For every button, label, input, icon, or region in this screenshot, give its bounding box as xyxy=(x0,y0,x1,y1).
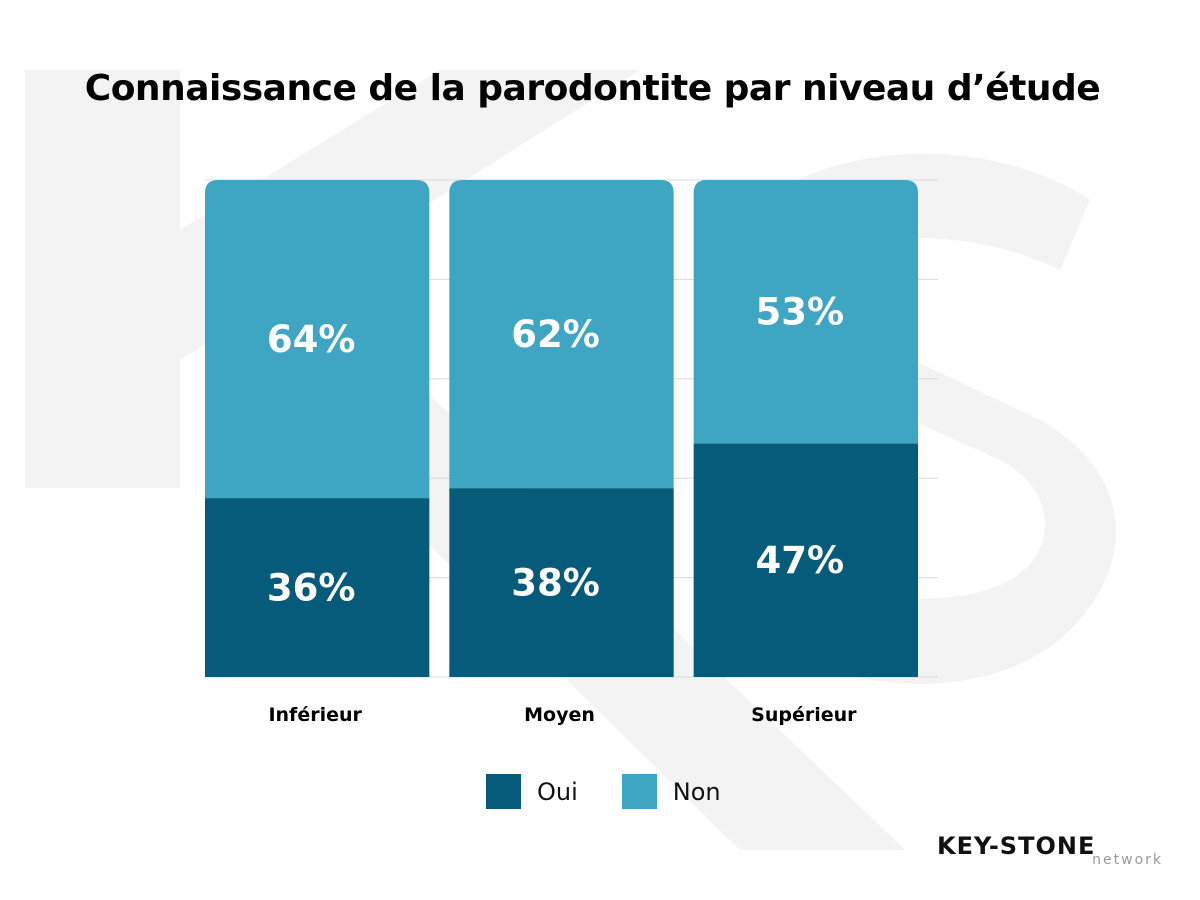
data-label-oui-0: 36% xyxy=(267,567,356,610)
bar-non-1 xyxy=(449,180,674,489)
logo-subtitle: network xyxy=(1092,852,1163,868)
data-label-non-1: 62% xyxy=(511,313,600,356)
keystone-logo: KEY-STONE network xyxy=(937,832,1167,872)
bar-oui-2 xyxy=(693,443,918,677)
bar-non-2 xyxy=(693,180,918,444)
legend-label-non: Non xyxy=(672,777,721,806)
bar-oui-1 xyxy=(449,488,674,677)
bars xyxy=(205,180,918,677)
chart-title: Connaissance de la parodontite par nivea… xyxy=(84,68,1101,109)
legend-swatch-non xyxy=(621,774,657,809)
data-label-oui-1: 38% xyxy=(511,562,600,605)
data-label-non-2: 53% xyxy=(756,291,845,334)
bar-oui-0 xyxy=(205,498,430,677)
category-label-0: Inférieur xyxy=(268,704,362,726)
data-labels: 36% 64% 38% 62% 47% 53% xyxy=(267,291,844,610)
category-label-2: Supérieur xyxy=(751,704,857,726)
legend-item-oui: Oui xyxy=(486,774,578,809)
data-label-non-0: 64% xyxy=(267,318,356,361)
category-labels: Inférieur Moyen Supérieur xyxy=(268,704,857,726)
legend-swatch-oui xyxy=(486,774,521,809)
legend-label-oui: Oui xyxy=(537,777,578,806)
category-label-1: Moyen xyxy=(524,704,595,726)
data-label-oui-2: 47% xyxy=(756,539,845,582)
legend: Oui Non xyxy=(486,774,765,809)
logo-wordmark: KEY-STONE xyxy=(937,832,1096,860)
bar-non-0 xyxy=(205,180,430,499)
legend-item-non: Non xyxy=(621,774,721,809)
